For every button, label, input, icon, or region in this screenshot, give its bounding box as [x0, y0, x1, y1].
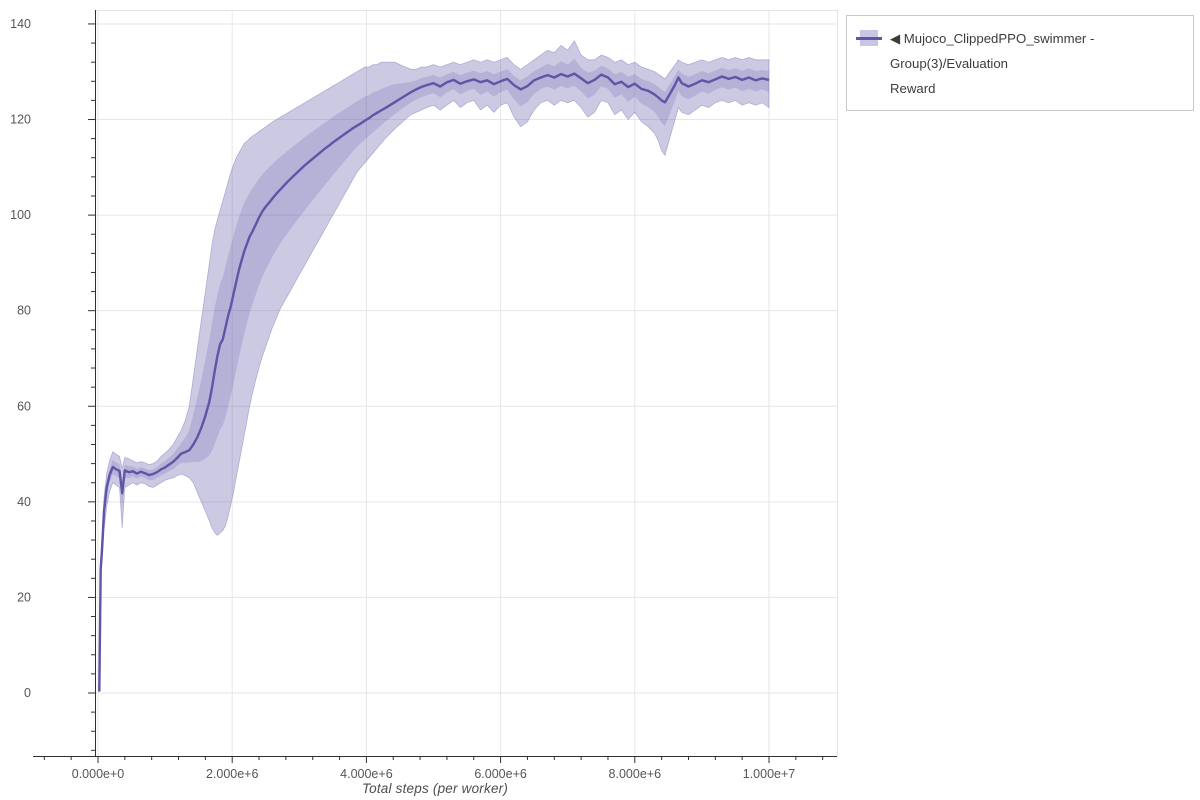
legend-label-line2: Reward [890, 81, 936, 96]
uncertainty-band-inner [99, 58, 770, 692]
x-tick-label: 1.000e+7 [743, 767, 796, 781]
legend-line-swatch [856, 37, 882, 40]
legend-swatch [856, 28, 882, 49]
y-tick-label: 140 [10, 17, 31, 31]
uncertainty-band [98, 39, 770, 692]
x-axis-title: Total steps (per worker) [361, 781, 509, 796]
y-tick-label: 60 [17, 399, 31, 413]
y-tick-label: 0 [24, 686, 31, 700]
legend-label-line1: ◀ Mujoco_ClippedPPO_swimmer - Group(3)/E… [890, 31, 1095, 71]
y-tick-label: 80 [17, 304, 31, 318]
legend-label: ◀ Mujoco_ClippedPPO_swimmer - Group(3)/E… [890, 26, 1185, 101]
legend[interactable]: ◀ Mujoco_ClippedPPO_swimmer - Group(3)/E… [846, 15, 1194, 111]
y-tick-label: 20 [17, 590, 31, 604]
x-tick-label: 6.000e+6 [474, 767, 527, 781]
x-tick-label: 0.000e+0 [72, 767, 125, 781]
reward-mean-line [98, 72, 770, 692]
y-tick-label: 40 [17, 495, 31, 509]
y-tick-label: 120 [10, 113, 31, 127]
y-tick-label: 100 [10, 208, 31, 222]
x-tick-label: 8.000e+6 [609, 767, 662, 781]
x-tick-label: 2.000e+6 [206, 767, 259, 781]
x-tick-label: 4.000e+6 [340, 767, 393, 781]
